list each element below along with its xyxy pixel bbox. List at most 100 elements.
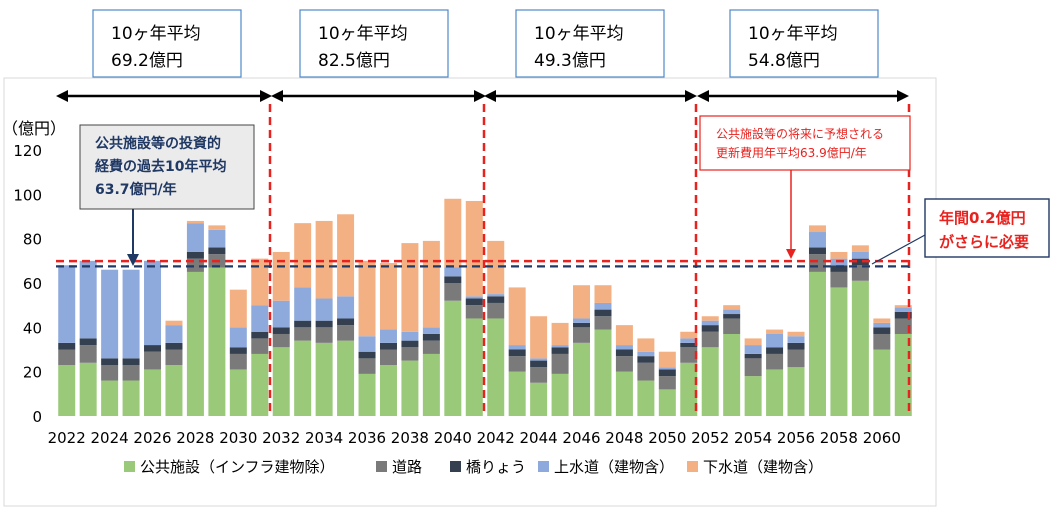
bar-segment-bridge-2037 xyxy=(379,342,397,350)
bar-segment-bridge-2033 xyxy=(294,320,312,328)
bar-segment-water-2059 xyxy=(851,251,869,259)
bar-segment-water-2042 xyxy=(487,294,505,297)
bar-segment-water-2038 xyxy=(401,331,419,341)
callout-past: 公共施設等の投資的 経費の過去10年平均 63.7億円/年 xyxy=(79,124,255,266)
bar-segment-public-2026 xyxy=(144,369,162,416)
bar-segment-road-2051 xyxy=(680,347,698,363)
bar-segment-public-2033 xyxy=(294,340,312,416)
bar-segment-sewer-2055 xyxy=(766,329,784,334)
x-tick-label: 2046 xyxy=(562,429,600,447)
callout-future: 公共施設等の将来に予想される 更新費用年平均63.9億円/年 xyxy=(699,115,911,259)
bar-segment-road-2055 xyxy=(766,353,784,370)
period-box-3-line2: 49.3億円 xyxy=(534,51,606,71)
bar-segment-bridge-2046 xyxy=(573,322,591,328)
bar-segment-public-2037 xyxy=(379,365,397,416)
bar-segment-road-2022 xyxy=(58,349,76,366)
bar-segment-public-2028 xyxy=(186,271,204,416)
bar-segment-public-2043 xyxy=(508,371,526,416)
bar-segment-sewer-2028 xyxy=(186,220,204,224)
bar-segment-water-2040 xyxy=(444,267,462,277)
bar-segment-road-2043 xyxy=(508,356,526,372)
bar-segment-sewer-2043 xyxy=(508,287,526,346)
bar-segment-road-2036 xyxy=(358,358,376,374)
legend-label-bridge: 橋りょう xyxy=(466,458,526,476)
period-arrows xyxy=(56,90,909,102)
bar-segment-sewer-2036 xyxy=(358,260,376,337)
bar-segment-road-2040 xyxy=(444,283,462,301)
bar-segment-road-2058 xyxy=(830,271,848,288)
callout-gap: 年間0.2億円 がさらに必要 xyxy=(871,198,1050,265)
bar-segment-public-2048 xyxy=(615,371,633,416)
period-arrow-3-right-head xyxy=(685,90,697,102)
bar-segment-water-2032 xyxy=(272,300,290,328)
bar-segment-sewer-2040 xyxy=(444,198,462,268)
bar-segment-water-2024 xyxy=(101,269,119,359)
bar-segment-bridge-2047 xyxy=(594,309,612,317)
x-tick-label: 2038 xyxy=(391,429,429,447)
period-arrow-2-right-head xyxy=(474,90,486,102)
bar-segment-public-2022 xyxy=(58,365,76,416)
bar-segment-water-2060 xyxy=(873,322,891,328)
period-box-2-line2: 82.5億円 xyxy=(318,51,390,71)
callout-future-line2: 更新費用年平均63.9億円/年 xyxy=(716,145,867,160)
legend-swatch-public xyxy=(124,461,135,472)
x-ticks: 2022 2024 2026 2028 2030 2032 2034 2036 2038 2040… xyxy=(48,429,901,447)
bar-segment-water-2027 xyxy=(165,325,183,343)
bar-segment-bridge-2038 xyxy=(401,340,419,348)
bar-segment-water-2033 xyxy=(294,287,312,321)
bar-segment-bridge-2049 xyxy=(637,356,655,363)
bar-segment-sewer-2030 xyxy=(229,289,247,328)
bar-segment-public-2050 xyxy=(658,389,676,416)
bar-segment-water-2050 xyxy=(658,367,676,370)
bar-segment-water-2056 xyxy=(787,336,805,343)
x-tick-label: 2058 xyxy=(820,429,858,447)
period-box-4-line2: 54.8億円 xyxy=(748,51,820,71)
period-arrow-1-right-head xyxy=(260,90,272,102)
bar-segment-road-2046 xyxy=(573,327,591,343)
bar-segment-sewer-2054 xyxy=(744,338,762,346)
bar-segment-road-2023 xyxy=(79,345,97,363)
bar-segment-road-2041 xyxy=(465,305,483,319)
bar-segment-sewer-2052 xyxy=(701,316,719,321)
x-tick-label: 2054 xyxy=(734,429,772,447)
bar-segment-road-2060 xyxy=(873,333,891,350)
bar-segment-public-2046 xyxy=(573,342,591,416)
bar-segment-road-2056 xyxy=(787,349,805,368)
bar-segment-bridge-2031 xyxy=(251,331,269,339)
y-tick-label: 80 xyxy=(23,231,42,249)
bar-segment-sewer-2061 xyxy=(894,305,912,308)
bar-segment-sewer-2041 xyxy=(465,200,483,297)
bar-segment-sewer-2056 xyxy=(787,331,805,337)
y-ticks: 0 20 40 60 80 100 120 xyxy=(13,142,42,426)
bar-segment-sewer-2044 xyxy=(530,316,548,359)
bar-segment-public-2057 xyxy=(808,271,826,416)
bar-segment-public-2027 xyxy=(165,365,183,416)
bar-segment-public-2044 xyxy=(530,382,548,416)
bar-segment-public-2060 xyxy=(873,349,891,416)
bar-segment-sewer-2053 xyxy=(723,305,741,310)
period-box-3-line1: 10ヶ年平均 xyxy=(534,24,624,44)
period-arrow-3-left-head xyxy=(484,90,496,102)
bar-segment-bridge-2045 xyxy=(551,347,569,354)
bar-segment-bridge-2042 xyxy=(487,296,505,303)
bar-segment-bridge-2041 xyxy=(465,298,483,306)
bar-segment-public-2056 xyxy=(787,367,805,416)
bar-segment-bridge-2034 xyxy=(315,320,333,328)
bar-segment-road-2038 xyxy=(401,347,419,361)
bar-segment-bridge-2039 xyxy=(422,333,440,341)
bar-segment-public-2024 xyxy=(101,380,119,416)
x-tick-label: 2022 xyxy=(48,429,86,447)
bar-segment-sewer-2046 xyxy=(573,285,591,319)
legend-label-road: 道路 xyxy=(392,458,422,476)
bar-segment-road-2039 xyxy=(422,340,440,354)
x-tick-label: 2056 xyxy=(777,429,815,447)
y-tick-label: 20 xyxy=(23,364,42,382)
period-arrow-1-left-head xyxy=(56,90,68,102)
callout-past-line3: 63.7億円/年 xyxy=(95,181,177,198)
bar-segment-water-2054 xyxy=(744,345,762,354)
legend-label-public: 公共施設（インフラ建物除） xyxy=(140,458,335,476)
bar-segment-road-2054 xyxy=(744,358,762,377)
bar-segment-public-2045 xyxy=(551,373,569,416)
bar-segment-public-2030 xyxy=(229,369,247,416)
x-tick-label: 2050 xyxy=(648,429,686,447)
